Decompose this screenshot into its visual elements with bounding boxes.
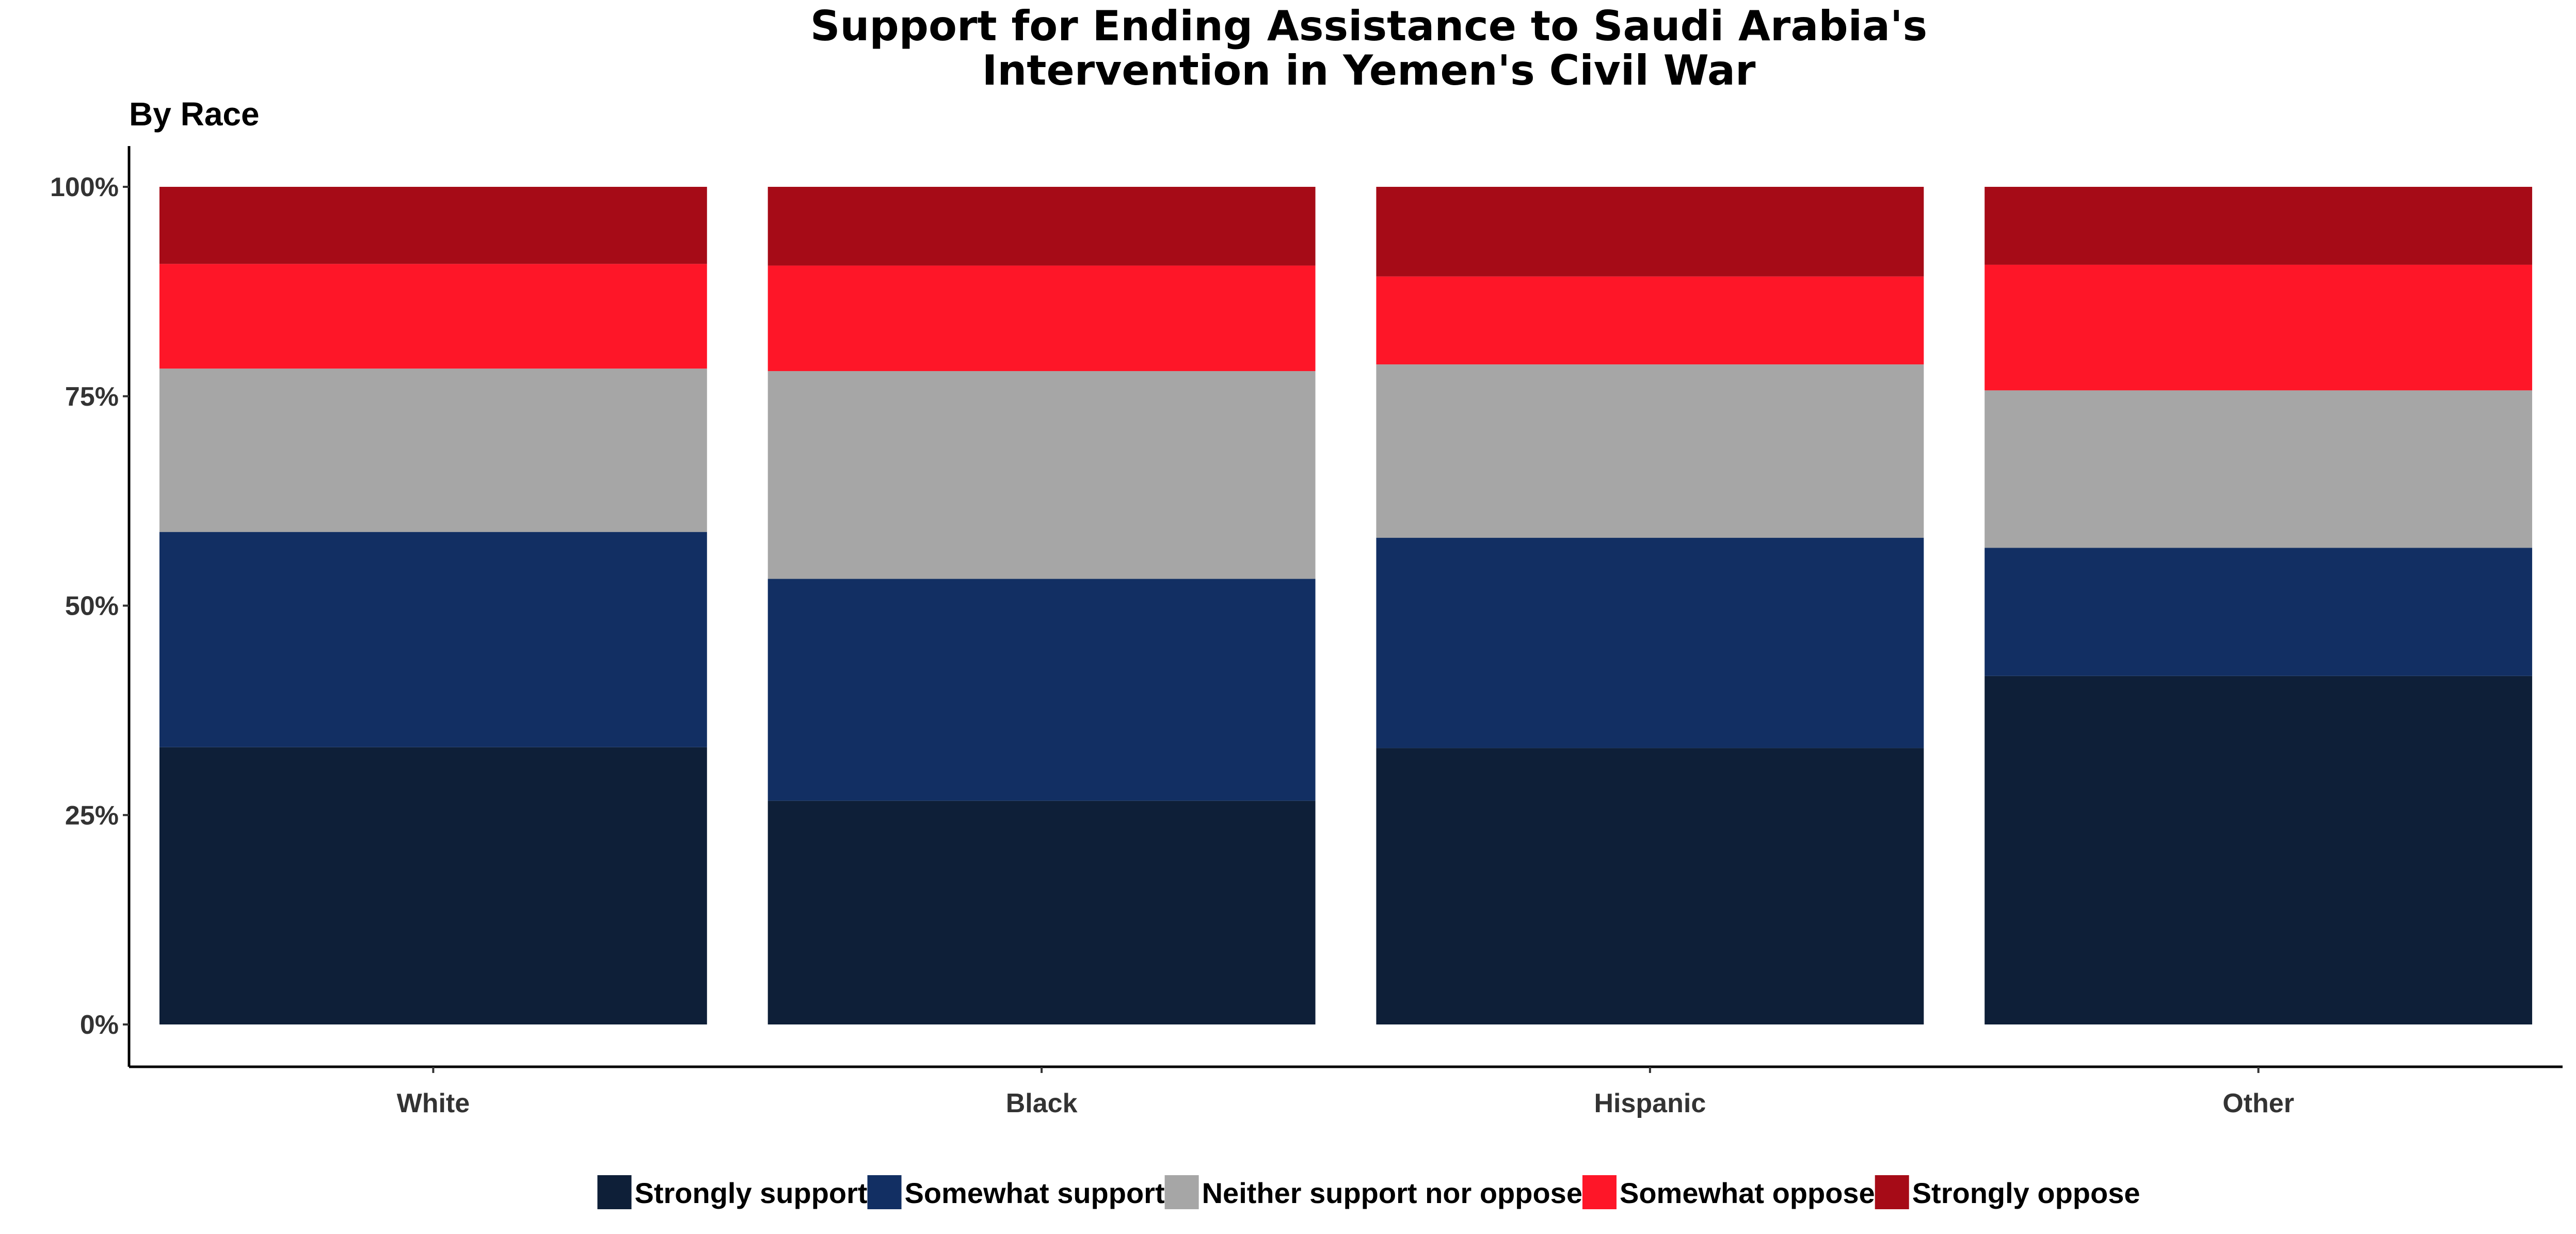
bar-other-strongly-support	[1985, 676, 2533, 1024]
x-tick-label-white: White	[397, 1088, 470, 1118]
legend-label-neither-support-nor-oppose: Neither support nor oppose	[1202, 1177, 1582, 1209]
legend-label-somewhat-oppose: Somewhat oppose	[1620, 1177, 1875, 1209]
bar-hispanic-somewhat-support	[1376, 538, 1924, 748]
bar-white-strongly-support	[159, 747, 707, 1024]
bar-other-somewhat-support	[1985, 548, 2533, 676]
bar-other-strongly-oppose	[1985, 187, 2533, 265]
bar-white-strongly-oppose	[159, 187, 707, 264]
legend-key-somewhat-support	[867, 1175, 902, 1209]
bar-hispanic-strongly-support	[1376, 748, 1924, 1024]
bar-hispanic-neither-support-nor-oppose	[1376, 364, 1924, 538]
bar-white-somewhat-oppose	[159, 264, 707, 369]
y-tick-label: 25%	[65, 800, 119, 830]
y-tick-label: 100%	[50, 172, 119, 202]
x-tick-label-black: Black	[1006, 1088, 1078, 1118]
x-tick-label-other: Other	[2222, 1088, 2294, 1118]
bar-white-somewhat-support	[159, 532, 707, 747]
chart-title-line-1: Support for Ending Assistance to Saudi A…	[810, 2, 1927, 50]
legend-label-strongly-oppose: Strongly oppose	[1912, 1177, 2140, 1209]
bar-black-strongly-support	[767, 800, 1316, 1024]
chart-title-line-2: Intervention in Yemen's Civil War	[982, 46, 1756, 94]
bar-black-somewhat-support	[767, 579, 1316, 801]
bar-hispanic-somewhat-oppose	[1376, 276, 1924, 365]
x-tick-label-hispanic: Hispanic	[1594, 1088, 1706, 1118]
chart-subtitle: By Race	[129, 95, 260, 133]
bar-other-somewhat-oppose	[1985, 264, 2533, 391]
legend-key-strongly-oppose	[1875, 1175, 1909, 1209]
y-tick-label: 75%	[65, 382, 119, 412]
bar-hispanic-strongly-oppose	[1376, 187, 1924, 277]
y-tick-label: 0%	[80, 1010, 119, 1040]
legend-key-neither-support-nor-oppose	[1164, 1175, 1199, 1209]
legend-label-strongly-support: Strongly support	[634, 1177, 867, 1209]
y-tick-label: 50%	[65, 591, 119, 621]
y-axis: 0% 25% 50% 75% 100%	[50, 146, 131, 1067]
bar-white-neither-support-nor-oppose	[159, 368, 707, 532]
bar-black-strongly-oppose	[767, 187, 1316, 266]
legend: Strongly support Somewhat support Neither …	[597, 1175, 2140, 1209]
bars-group	[159, 187, 2533, 1024]
bar-other-neither-support-nor-oppose	[1985, 390, 2533, 548]
legend-key-somewhat-oppose	[1582, 1175, 1617, 1209]
x-axis: White Black Hispanic Other	[129, 1065, 2563, 1118]
legend-label-somewhat-support: Somewhat support	[905, 1177, 1165, 1209]
bar-black-neither-support-nor-oppose	[767, 371, 1316, 579]
legend-key-strongly-support	[597, 1175, 632, 1209]
bar-black-somewhat-oppose	[767, 265, 1316, 372]
